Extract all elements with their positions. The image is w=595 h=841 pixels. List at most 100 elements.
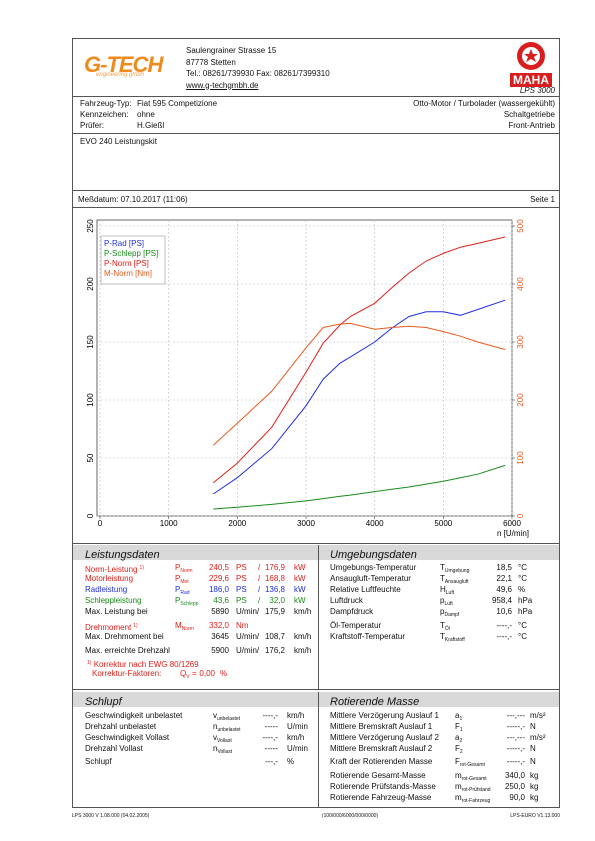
factor-unit: % (220, 669, 228, 678)
section-bar (73, 692, 559, 707)
value: 176,2 (264, 646, 285, 655)
legend-entry: P-Rad [PS] (104, 239, 144, 248)
y2-tick-label: 200 (516, 393, 525, 407)
factor-eq: = (192, 669, 197, 678)
symbol-sub: 2 (459, 738, 463, 744)
symbol: mrot-Fahrzeug (455, 793, 490, 806)
section-bar (73, 545, 559, 560)
value: 49,6 (496, 585, 512, 594)
x-tick-label: 5000 (434, 519, 452, 528)
symbol-base: P (175, 585, 181, 594)
label-text: Umgebungs-Temperatur (330, 563, 417, 572)
symbol: HLuft (440, 585, 454, 598)
label-text: Mittlere Verzögerung Auslauf 2 (330, 733, 439, 742)
value: 240,5 (208, 563, 229, 572)
symbol: mrot-Gesamt (455, 771, 487, 784)
label-text: Drehmoment (85, 623, 132, 632)
unit: kW (294, 596, 306, 605)
symbol: nVollast (213, 744, 232, 757)
symbol-sub: Norm (181, 626, 194, 632)
unit: kg (530, 771, 539, 780)
value: 175,9 (264, 607, 285, 616)
symbol: PMot (175, 574, 189, 587)
vehicle-info: Front-Antrieb (508, 121, 555, 130)
unit: Nm (236, 621, 249, 630)
value: 186,0 (208, 585, 229, 594)
section-title: Schlupf (85, 696, 122, 708)
label-text: Rotierende Fahrzeug-Masse (330, 793, 432, 802)
symbol: TAnsaugluft (440, 574, 469, 587)
note-mark: 1) (87, 660, 92, 666)
row-label: Geschwindigkeit Vollast (85, 733, 169, 743)
section-title: Rotierende Masse (330, 696, 420, 708)
frame (559, 38, 560, 808)
symbol: Frot-Gesamt (455, 757, 485, 770)
unit: km/h (294, 646, 312, 655)
symbol-base: F (455, 757, 460, 766)
row-label: Drehmoment 1) (85, 621, 138, 633)
remark: EVO 240 Leistungskit (80, 137, 157, 146)
row-label: Radleistung (85, 585, 127, 595)
unit: U/min (287, 744, 308, 753)
y-tick-label: 150 (86, 335, 95, 349)
unit: PS (236, 574, 247, 583)
value: 108,7 (264, 632, 285, 641)
value: 10,6 (496, 607, 512, 616)
symbol-sub: 2 (459, 749, 463, 755)
label-text: Ansaugluft-Temperatur (330, 574, 411, 583)
vehicle-info: Schaltgetriebe (503, 110, 555, 119)
label-text: Motorleistung (85, 574, 134, 583)
symbol-base: m (455, 782, 462, 791)
symbol: mrot-Prüfstand (455, 782, 491, 795)
symbol-sub: Umgebung (444, 568, 470, 574)
label-text: Relative Luftfeuchte (330, 585, 401, 594)
row-label: Schleppleistung (85, 596, 141, 606)
unit: m/s² (530, 711, 546, 720)
series-line (213, 299, 506, 495)
legend-entry: P-Schlepp [PS] (104, 249, 158, 258)
unit: U/min/ (236, 646, 260, 655)
unit: °C (518, 621, 527, 630)
y2-tick-label: 400 (516, 277, 525, 291)
symbol-sub: Kraftstoff (444, 637, 465, 643)
unit: °C (518, 574, 527, 583)
value: 229,6 (208, 574, 229, 583)
unit: hPa (518, 607, 533, 616)
vehicle-value: H.Gießl (137, 121, 165, 130)
symbol: pLuft (440, 596, 453, 609)
row-label: Mittlere Verzögerung Auslauf 1 (330, 711, 439, 721)
label-text: Rotierende Gesamt-Masse (330, 771, 426, 780)
symbol-sub: Dampf (444, 612, 460, 618)
symbol-base: M (175, 621, 182, 630)
symbol-base: F (455, 744, 460, 753)
value: ----,- (262, 711, 278, 720)
symbol-base: v (213, 733, 217, 742)
row-label: Rotierende Fahrzeug-Masse (330, 793, 431, 803)
symbol-sub: rot-Gesamt (461, 776, 487, 782)
chart: 0 1000 2000 3000 4000 5000 6000050100150200250… (86, 219, 529, 538)
column-divider (318, 545, 319, 689)
x-tick-label: 0 (98, 519, 103, 528)
label-text: Max. erreichte Drehzahl (85, 646, 170, 655)
separator (72, 96, 560, 97)
measurement-date: Meßdatum: 07.10.2017 (11:06) (78, 195, 188, 204)
symbol-base: T (440, 621, 445, 630)
value: ----- (264, 722, 278, 731)
value: ----,- (496, 632, 512, 641)
column-divider (318, 692, 319, 808)
symbol: a1 (455, 711, 462, 724)
y2-tick-label: 100 (516, 451, 525, 465)
value: ---,- (265, 757, 278, 766)
symbol: F2 (455, 744, 463, 757)
separator (72, 207, 560, 208)
unit: km/h (294, 632, 312, 641)
footer-right: LPS-EURO V1.13.000 (510, 813, 560, 819)
symbol: PNorm (175, 563, 193, 576)
value: 136,8 (264, 585, 285, 594)
value: ----,- (262, 733, 278, 742)
row-label: Max. erreichte Drehzahl (85, 646, 170, 656)
symbol-base: F (455, 722, 460, 731)
unit: km/h (287, 733, 305, 742)
value: 43,6 (213, 596, 229, 605)
row-label: Geschwindigkeit unbelastet (85, 711, 182, 721)
